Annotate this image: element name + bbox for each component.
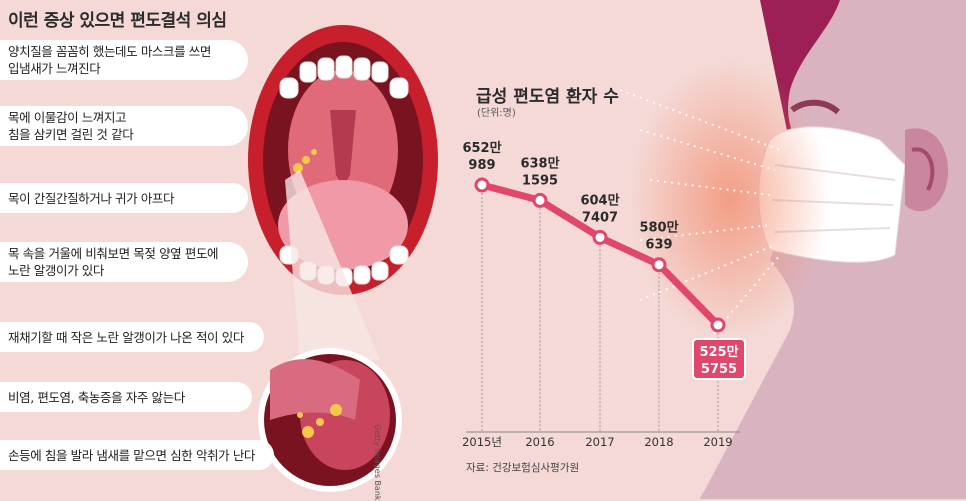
- x-tick-label: 2018: [644, 435, 673, 449]
- symptom-item: 비염, 편도염, 축농증을 자주 앓는다: [0, 382, 252, 412]
- symptom-item: 목에 이물감이 느껴지고 침을 삼키면 걸린 것 같다: [0, 106, 248, 146]
- x-tick-label: 2015년: [462, 435, 502, 449]
- data-point: [710, 317, 726, 333]
- highlight-label-box: [692, 338, 746, 380]
- chart-unit: (단위:명): [477, 108, 516, 119]
- data-point: [474, 177, 490, 193]
- x-tick-label: 2017: [585, 435, 614, 449]
- data-point: [592, 229, 608, 245]
- symptom-item: 재채기할 때 작은 노란 알갱이가 나온 적이 있다: [0, 322, 264, 352]
- infographic-title: 이런 증상 있으면 편도결석 의심: [8, 11, 227, 31]
- data-label: 989: [468, 158, 495, 173]
- data-point: [532, 192, 548, 208]
- data-point: [651, 257, 667, 273]
- data-label: 580만: [639, 220, 678, 236]
- zoom-circle: [258, 348, 402, 492]
- data-label: 638만: [520, 155, 559, 171]
- source-note: 자료: 건강보험심사평가원: [466, 462, 580, 474]
- data-label: 5755: [701, 362, 737, 377]
- symptom-item: 목이 간질간질하거나 귀가 아프다: [0, 183, 248, 213]
- data-label: 604만: [580, 192, 619, 208]
- symptom-item: 양치질을 꼼꼼히 했는데도 마스크를 쓰면 입냄새가 느껴진다: [0, 40, 248, 80]
- data-label: 525만: [699, 344, 738, 360]
- data-label: 639: [645, 238, 672, 253]
- x-tick-label: 2019: [703, 435, 732, 449]
- chart-title: 급성 편도염 환자 수: [476, 87, 619, 107]
- symptom-item: 목 속을 거울에 비춰보면 목젖 양옆 편도에 노란 알갱이가 있다: [0, 242, 248, 282]
- data-label: 7407: [582, 210, 618, 225]
- x-tick-label: 2016: [525, 435, 554, 449]
- data-label: 1595: [522, 173, 558, 188]
- dotted-rays: [619, 89, 781, 351]
- symptom-item: 손등에 침을 발라 냄새를 맡으면 심한 악취가 난다: [0, 440, 274, 470]
- data-label: 652만: [462, 140, 501, 156]
